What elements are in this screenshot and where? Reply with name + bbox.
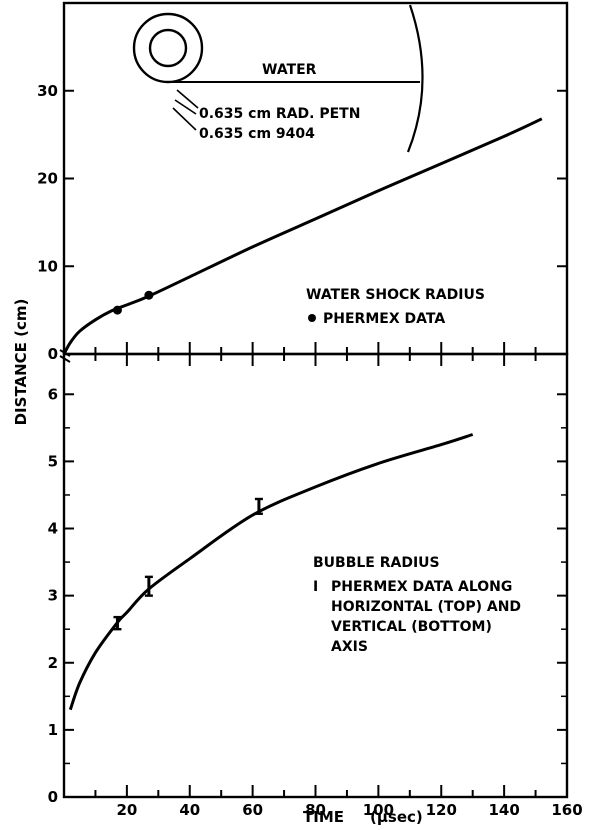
y-tick-label: 6	[48, 385, 58, 403]
outer-charge-circle	[132, 12, 204, 84]
x-tick-label: 100	[363, 801, 394, 819]
leader-line-9404	[172, 107, 197, 131]
top-legend-title: WATER SHOCK RADIUS	[306, 287, 485, 303]
y-tick-label: 3	[48, 587, 58, 605]
x-tick-label: 20	[116, 801, 137, 819]
leader-arrow-petn	[174, 99, 197, 115]
curve-bottom	[68, 433, 474, 711]
x-axis-unit: (μsec)	[370, 808, 423, 826]
labels-layer: 0 10 20 30 0 1 2 3 4 5 6 20 40 60 80 100 120 140 160	[37, 82, 583, 819]
axis-break-mark	[59, 349, 71, 363]
y-tick-label: 1	[48, 721, 58, 739]
x-tick-label: 140	[488, 801, 519, 819]
x-tick-label: 160	[551, 801, 582, 819]
top-legend-item: PHERMEX DATA	[323, 311, 445, 327]
bottom-legend-line2: HORIZONTAL (TOP) AND	[331, 599, 521, 615]
x-tick-label: 120	[426, 801, 457, 819]
series-layer	[62, 117, 543, 711]
bottom-legend-line4: AXIS	[331, 639, 368, 655]
leader-line-petn	[176, 89, 199, 109]
y-tick-label: 2	[48, 654, 58, 672]
phermex-data-point	[112, 305, 122, 315]
bottom-legend: BUBBLE RADIUS I PHERMEX DATA ALONG HORIZ…	[313, 555, 521, 655]
inset-water-label: WATER	[262, 62, 317, 78]
y-tick-label: 4	[48, 520, 58, 538]
panel-frames	[62, 1, 569, 799]
inner-charge-circle	[148, 28, 188, 68]
y-axis-title: DISTANCE (cm)	[12, 299, 30, 426]
y-tick-label: 0	[48, 345, 58, 363]
phermex-data-point	[144, 290, 154, 300]
panel-frame-bottom	[62, 352, 569, 799]
top-legend-dot-marker	[308, 314, 316, 322]
bottom-legend-title: BUBBLE RADIUS	[313, 555, 440, 571]
inset-9404-label: 0.635 cm 9404	[199, 126, 315, 142]
top-legend: WATER SHOCK RADIUS PHERMEX DATA	[306, 287, 485, 327]
shock-front-arc	[406, 4, 424, 153]
x-axis-title: TIME	[303, 808, 344, 826]
y-tick-label: 5	[48, 452, 58, 470]
tick-marks	[64, 89, 567, 798]
curve-top	[62, 117, 543, 355]
bottom-legend-marker: I	[313, 579, 318, 595]
x-tick-label: 80	[305, 801, 326, 819]
y-tick-label: 10	[37, 257, 58, 275]
bottom-legend-line3: VERTICAL (BOTTOM)	[331, 619, 492, 635]
y-tick-label: 20	[37, 170, 58, 188]
y-tick-label: 30	[37, 82, 58, 100]
inset-petn-label: 0.635 cm RAD. PETN	[199, 106, 360, 122]
y-tick-label: 0	[48, 788, 58, 806]
x-tick-label: 40	[179, 801, 200, 819]
inset-schematic: WATER 0.635 cm RAD. PETN 0.635 cm 9404	[132, 4, 424, 153]
bottom-legend-line1: PHERMEX DATA ALONG	[331, 579, 512, 595]
x-tick-label: 60	[242, 801, 263, 819]
